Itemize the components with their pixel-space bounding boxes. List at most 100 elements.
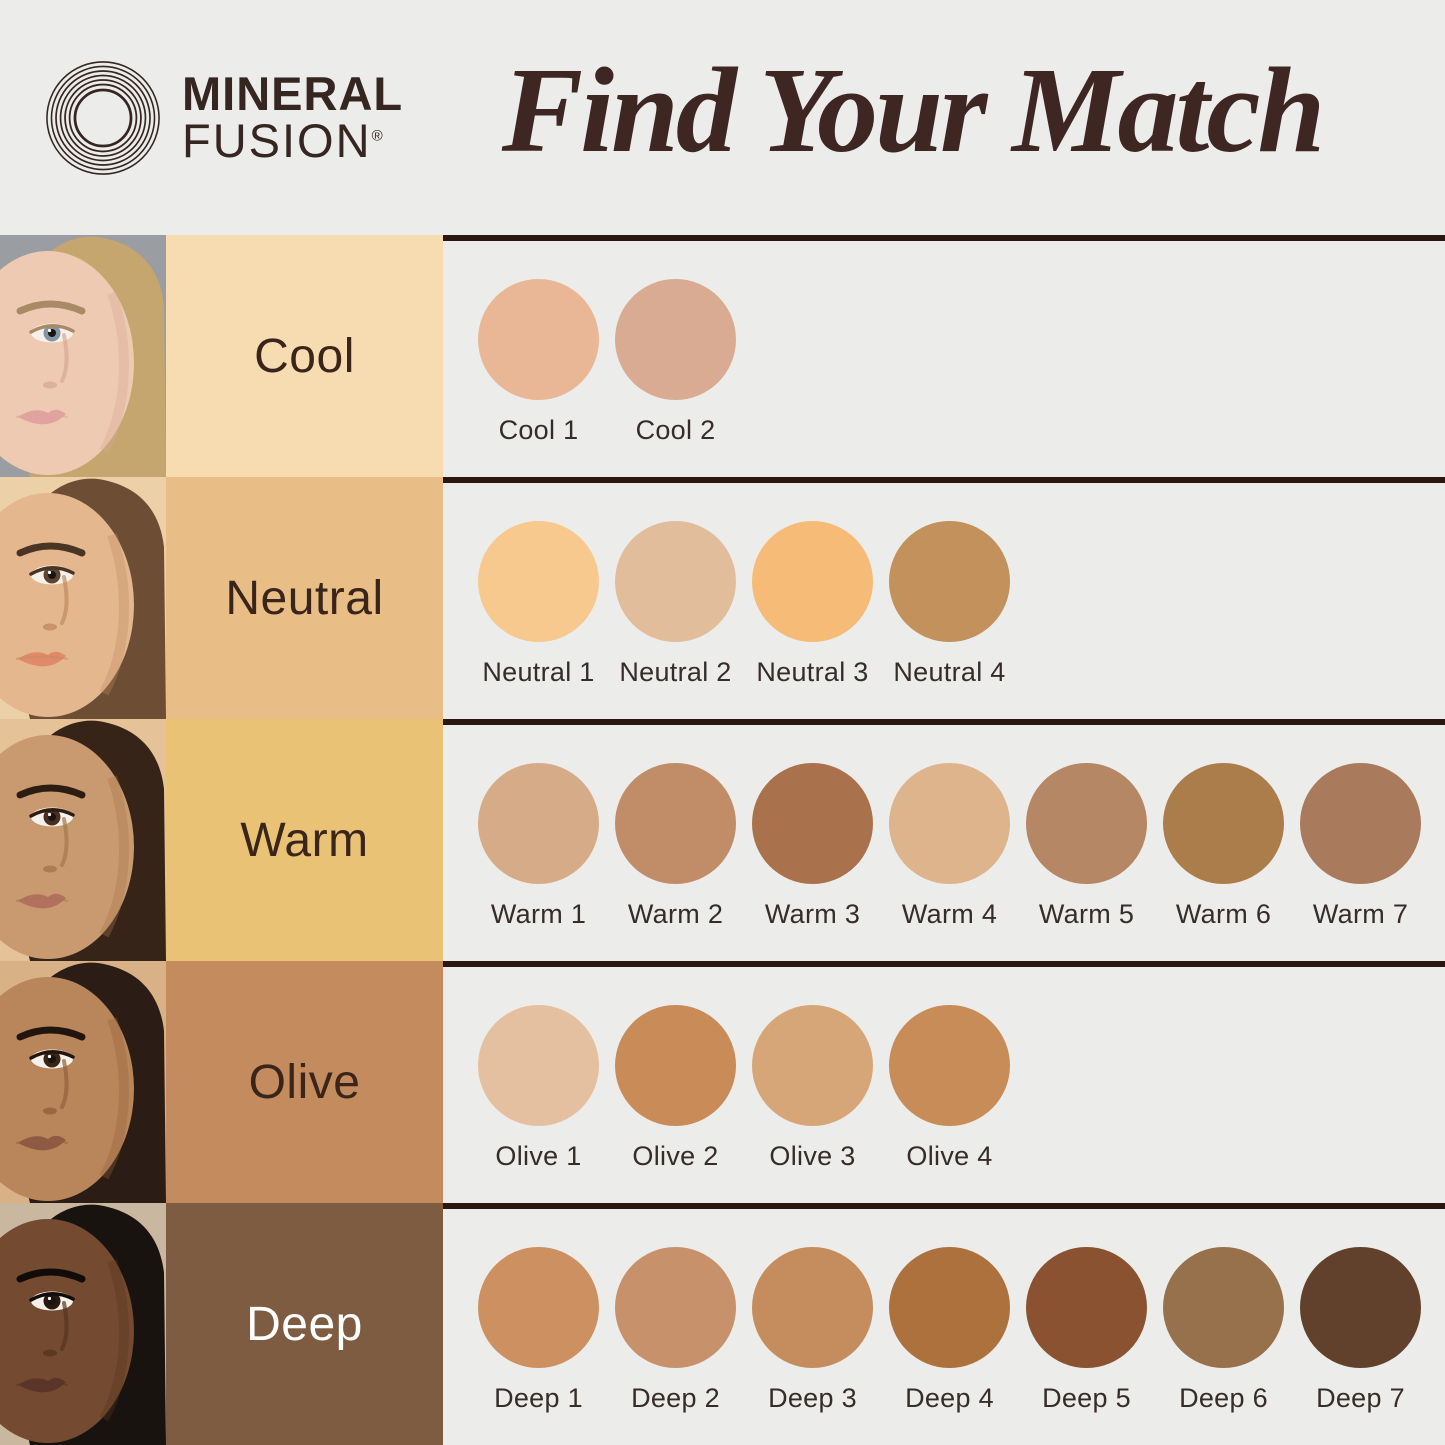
model-face-photo-neutral (0, 477, 166, 719)
shade-row-olive: Olive Olive 1 Olive 2 Olive 3 Olive 4 (0, 961, 1445, 1203)
shade-name: Olive 1 (495, 1141, 582, 1171)
swatch-area: Olive 1 Olive 2 Olive 3 Olive 4 (443, 961, 1445, 1203)
shade-color-dot (1163, 1247, 1284, 1368)
shade-swatch: Olive 3 (752, 1005, 873, 1203)
shade-name: Deep 2 (631, 1383, 720, 1413)
shade-color-dot (615, 1247, 736, 1368)
shade-swatch: Warm 2 (615, 763, 736, 961)
shade-name: Cool 2 (635, 415, 716, 445)
shade-name: Warm 3 (764, 899, 861, 929)
shade-swatch: Neutral 2 (615, 521, 736, 719)
shade-swatch: Cool 2 (615, 279, 736, 477)
shade-color-dot (615, 763, 736, 884)
model-face-photo-deep (0, 1203, 166, 1445)
shade-color-dot (752, 521, 873, 642)
shade-swatch: Olive 1 (478, 1005, 599, 1203)
brand-logo: MINERAL FUSION® (44, 59, 403, 177)
shade-swatch: Deep 3 (752, 1247, 873, 1445)
shade-name: Olive 4 (906, 1141, 993, 1171)
shade-swatch: Warm 4 (889, 763, 1010, 961)
shade-swatch: Deep 6 (1163, 1247, 1284, 1445)
shade-row-neutral: Neutral Neutral 1 Neutral 2 Neutral 3 Neutra… (0, 477, 1445, 719)
shade-color-dot (1026, 1247, 1147, 1368)
shade-name: Warm 6 (1175, 899, 1272, 929)
shade-name: Neutral 2 (619, 657, 732, 687)
shade-row-deep: Deep Deep 1 Deep 2 Deep 3 Deep 4 Deep 5 Deep 6… (0, 1203, 1445, 1445)
shade-swatch: Neutral 4 (889, 521, 1010, 719)
shade-swatch: Deep 1 (478, 1247, 599, 1445)
tone-label: Deep (246, 1297, 363, 1351)
shade-color-dot (478, 1247, 599, 1368)
shade-name: Warm 5 (1038, 899, 1135, 929)
shade-name: Olive 2 (632, 1141, 719, 1171)
shade-row-cool: Cool Cool 1 Cool 2 (0, 235, 1445, 477)
tone-label: Warm (240, 813, 369, 867)
tone-label: Olive (248, 1055, 361, 1109)
shade-name: Deep 3 (768, 1383, 857, 1413)
tone-label-cell: Olive (166, 961, 443, 1203)
shade-name: Warm 2 (627, 899, 724, 929)
shade-color-dot (615, 279, 736, 400)
shade-swatch: Deep 7 (1300, 1247, 1421, 1445)
shade-name: Neutral 1 (482, 657, 595, 687)
tone-label: Neutral (225, 571, 384, 625)
shade-swatch: Neutral 3 (752, 521, 873, 719)
shade-color-dot (889, 763, 1010, 884)
shade-name: Deep 1 (494, 1383, 583, 1413)
page-title: Find Your Match (501, 42, 1326, 178)
brand-line-mineral: MINERAL (182, 67, 404, 121)
tone-label-cell: Neutral (166, 477, 443, 719)
shade-color-dot (478, 1005, 599, 1126)
shade-name: Warm 1 (490, 899, 587, 929)
swatch-area: Warm 1 Warm 2 Warm 3 Warm 4 Warm 5 Warm 6 Warm… (443, 719, 1445, 961)
tone-label-cell: Cool (166, 235, 443, 477)
swatch-area: Cool 1 Cool 2 (443, 235, 1445, 477)
shade-name: Cool 1 (498, 415, 579, 445)
shade-swatch: Deep 5 (1026, 1247, 1147, 1445)
swatch-area: Neutral 1 Neutral 2 Neutral 3 Neutral 4 (443, 477, 1445, 719)
shade-name: Deep 7 (1316, 1383, 1405, 1413)
shade-swatch: Warm 5 (1026, 763, 1147, 961)
shade-swatch: Neutral 1 (478, 521, 599, 719)
shade-name: Warm 7 (1312, 899, 1409, 929)
shade-swatch: Olive 4 (889, 1005, 1010, 1203)
shade-color-dot (752, 1247, 873, 1368)
shade-color-dot (1026, 763, 1147, 884)
shade-row-warm: Warm Warm 1 Warm 2 Warm 3 Warm 4 Warm 5 Warm 6… (0, 719, 1445, 961)
mineral-fusion-rings-icon (46, 60, 160, 175)
shade-color-dot (752, 1005, 873, 1126)
shade-name: Deep 4 (905, 1383, 994, 1413)
shade-swatch: Warm 6 (1163, 763, 1284, 961)
shade-color-dot (1300, 1247, 1421, 1368)
shade-color-dot (1163, 763, 1284, 884)
shade-color-dot (752, 763, 873, 884)
shade-rows: Cool Cool 1 Cool 2 Neutral Neutral 1 Neutral … (0, 235, 1445, 1445)
shade-swatch: Deep 2 (615, 1247, 736, 1445)
shade-swatch: Warm 1 (478, 763, 599, 961)
shade-swatch: Deep 4 (889, 1247, 1010, 1445)
shade-swatch: Olive 2 (615, 1005, 736, 1203)
header: MINERAL FUSION® Find Your Match (0, 0, 1445, 235)
shade-swatch: Warm 7 (1300, 763, 1421, 961)
registered-mark: ® (371, 126, 385, 144)
brand-wordmark: MINERAL FUSION® (182, 67, 404, 163)
swatch-area: Deep 1 Deep 2 Deep 3 Deep 4 Deep 5 Deep 6 Deep… (443, 1203, 1445, 1445)
shade-name: Deep 6 (1179, 1383, 1268, 1413)
shade-color-dot (889, 521, 1010, 642)
model-face-photo-cool (0, 235, 166, 477)
shade-name: Deep 5 (1042, 1383, 1131, 1413)
shade-color-dot (1300, 763, 1421, 884)
tone-label-cell: Warm (166, 719, 443, 961)
shade-name: Neutral 4 (893, 657, 1006, 687)
shade-color-dot (478, 279, 599, 400)
shade-color-dot (478, 763, 599, 884)
shade-color-dot (615, 521, 736, 642)
model-face-photo-warm (0, 719, 166, 961)
shade-color-dot (615, 1005, 736, 1126)
shade-color-dot (889, 1005, 1010, 1126)
shade-color-dot (478, 521, 599, 642)
shade-swatch: Warm 3 (752, 763, 873, 961)
shade-name: Warm 4 (901, 899, 998, 929)
shade-name: Neutral 3 (756, 657, 869, 687)
